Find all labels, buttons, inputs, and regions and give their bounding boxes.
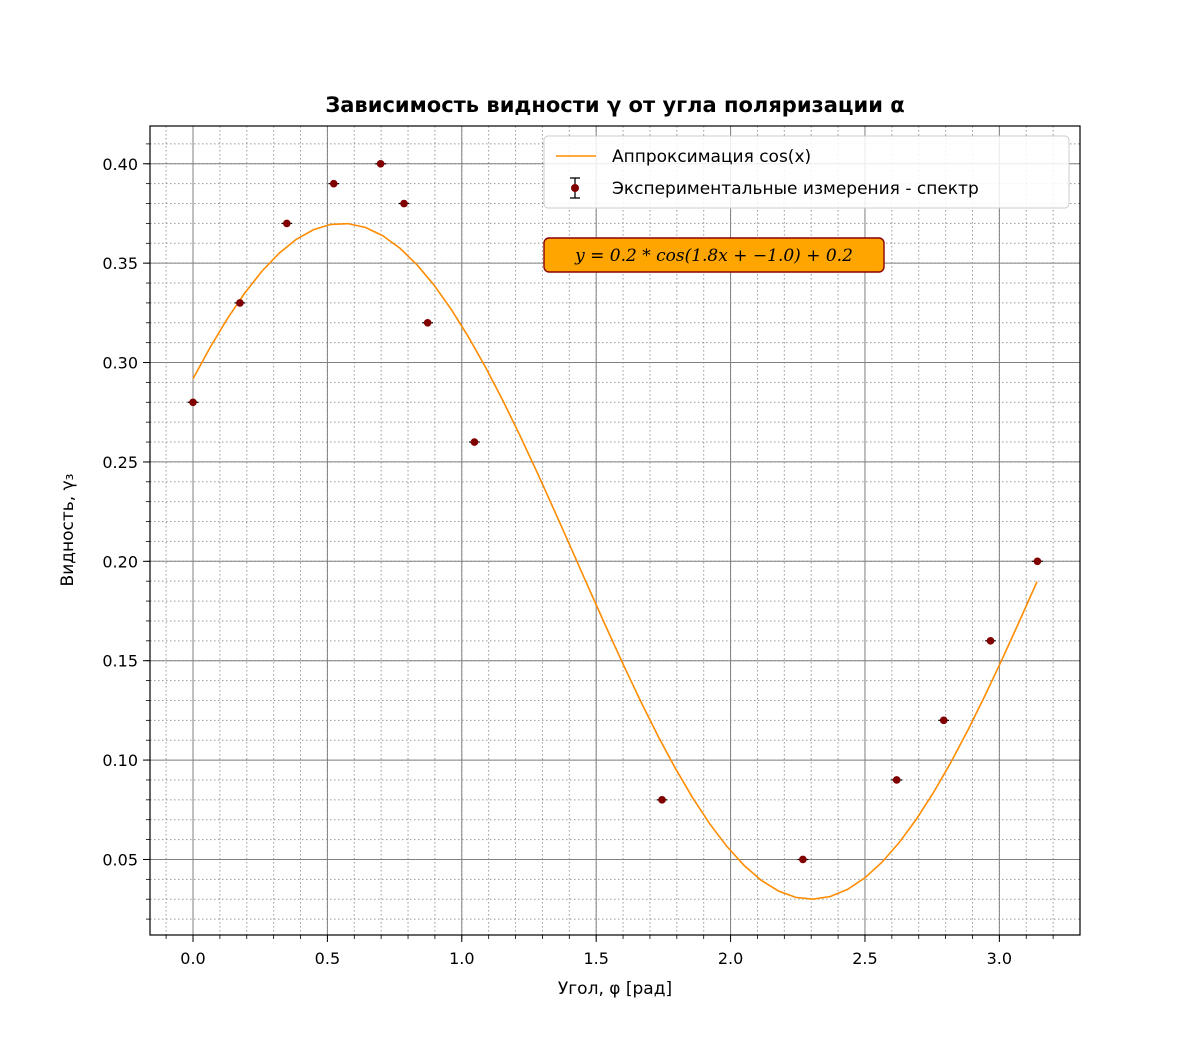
plot-frame — [149, 125, 1081, 936]
data-point — [400, 199, 408, 208]
y-tick-label: 0.20 — [102, 552, 138, 571]
y-tick-label: 0.30 — [102, 354, 138, 373]
y-tick-label: 0.35 — [102, 254, 138, 273]
fit-line — [192, 222, 1038, 901]
points-group — [187, 159, 1043, 864]
data-point — [892, 776, 901, 784]
data-point — [799, 855, 807, 864]
y-tick-label: 0.40 — [102, 155, 138, 174]
legend-box — [543, 135, 1070, 209]
legend-point-swatch — [571, 184, 579, 192]
x-axis-ticks: 0.0 0.5 1.0 1.5 2.0 2.5 3.0 — [165, 935, 1054, 968]
y-axis-label: Видность, γ₃ — [58, 474, 78, 587]
legend: Аппроксимация cos(x) Экспериментальные и… — [543, 135, 1070, 209]
data-point — [329, 179, 338, 188]
data-point — [939, 716, 948, 725]
y-tick-label: 0.05 — [102, 850, 138, 869]
x-tick-label: 2.0 — [718, 949, 743, 968]
y-tick-label: 0.10 — [102, 751, 138, 770]
equation-annotation: y = 0.2 * cos(1.8x + −1.0) + 0.2 — [543, 237, 885, 273]
data-point — [1033, 557, 1042, 566]
x-tick-label: 1.0 — [449, 949, 474, 968]
y-tick-label: 0.25 — [102, 453, 138, 472]
x-tick-label: 0.0 — [180, 949, 205, 968]
data-point — [986, 637, 995, 645]
data-point — [423, 318, 432, 327]
x-axis-label: Угол, φ [рад] — [558, 979, 672, 999]
fit-line-group — [192, 222, 1038, 901]
data-point — [658, 796, 666, 804]
x-tick-label: 0.5 — [315, 949, 340, 968]
data-point — [189, 398, 197, 407]
x-tick-label: 3.0 — [987, 949, 1012, 968]
y-tick-label: 0.15 — [102, 652, 138, 671]
data-point — [470, 438, 479, 446]
y-axis-ticks: 0.05 0.10 0.15 0.20 0.25 0.30 0.35 0.40 — [102, 143, 150, 920]
legend-label-fit: Аппроксимация cos(x) — [612, 147, 811, 167]
data-point — [283, 219, 291, 228]
x-tick-label: 2.5 — [852, 949, 877, 968]
data-point — [376, 159, 385, 168]
equation-text: y = 0.2 * cos(1.8x + −1.0) + 0.2 — [574, 246, 853, 266]
equation-box — [543, 237, 885, 273]
chart-title: Зависимость видности γ от угла поляризац… — [325, 93, 904, 117]
x-tick-label: 1.5 — [583, 949, 608, 968]
data-point — [236, 299, 244, 307]
legend-label-points: Экспериментальные измерения - спектр — [612, 179, 979, 199]
